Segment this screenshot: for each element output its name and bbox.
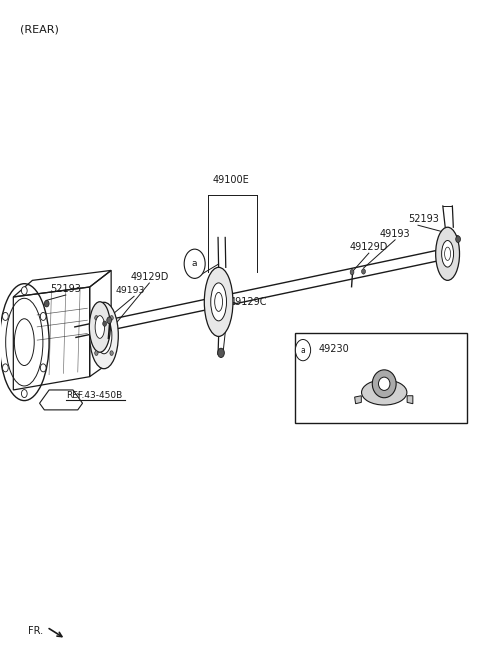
Circle shape bbox=[184, 249, 205, 278]
Ellipse shape bbox=[89, 301, 110, 352]
Bar bbox=[295, 334, 467, 423]
Text: REF.43-450B: REF.43-450B bbox=[66, 392, 122, 400]
Ellipse shape bbox=[90, 302, 118, 369]
Circle shape bbox=[2, 312, 8, 320]
Text: 52193: 52193 bbox=[50, 283, 81, 293]
Circle shape bbox=[22, 287, 27, 295]
Circle shape bbox=[44, 300, 49, 307]
Polygon shape bbox=[407, 396, 413, 404]
Text: 49100E: 49100E bbox=[212, 175, 249, 185]
Ellipse shape bbox=[211, 283, 227, 321]
Circle shape bbox=[2, 364, 8, 372]
Circle shape bbox=[217, 348, 224, 358]
Text: a: a bbox=[192, 259, 197, 268]
Ellipse shape bbox=[442, 241, 454, 267]
Ellipse shape bbox=[95, 315, 105, 338]
Circle shape bbox=[40, 312, 46, 320]
Ellipse shape bbox=[204, 267, 233, 336]
Text: FR.: FR. bbox=[28, 626, 43, 636]
Circle shape bbox=[40, 364, 46, 372]
Text: 49193: 49193 bbox=[380, 229, 410, 239]
Circle shape bbox=[295, 340, 311, 361]
Circle shape bbox=[110, 351, 113, 356]
Circle shape bbox=[22, 390, 27, 398]
Circle shape bbox=[107, 317, 111, 323]
Text: 49129D: 49129D bbox=[349, 242, 388, 252]
Circle shape bbox=[103, 321, 107, 326]
Ellipse shape bbox=[372, 370, 396, 398]
Ellipse shape bbox=[379, 377, 390, 390]
Ellipse shape bbox=[361, 380, 407, 405]
Text: 49129C: 49129C bbox=[229, 297, 267, 307]
Text: a: a bbox=[300, 346, 305, 355]
Text: 52193: 52193 bbox=[408, 214, 439, 224]
Text: 49230: 49230 bbox=[319, 344, 349, 354]
Ellipse shape bbox=[96, 317, 112, 354]
Polygon shape bbox=[355, 396, 361, 404]
Circle shape bbox=[456, 236, 460, 243]
Ellipse shape bbox=[436, 227, 459, 280]
Circle shape bbox=[95, 315, 98, 320]
Text: (REAR): (REAR) bbox=[21, 25, 60, 35]
Circle shape bbox=[350, 269, 354, 275]
Circle shape bbox=[95, 351, 98, 356]
Circle shape bbox=[361, 269, 365, 274]
Text: 49129D: 49129D bbox=[130, 271, 168, 281]
Text: 49193: 49193 bbox=[116, 286, 145, 295]
Circle shape bbox=[110, 315, 113, 320]
